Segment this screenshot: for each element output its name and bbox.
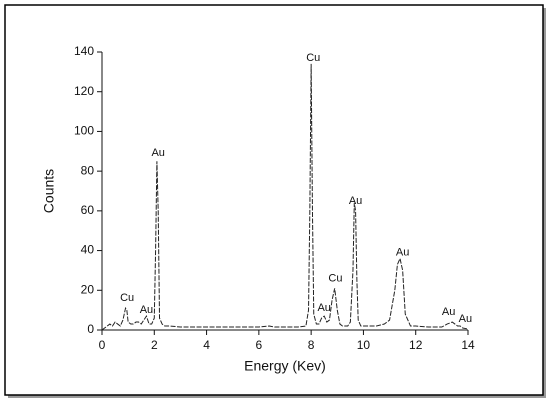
peak-label: Cu <box>306 52 320 64</box>
peak-label: Cu <box>120 292 134 304</box>
peak-label: Au <box>140 304 153 316</box>
y-tick-label: 100 <box>74 124 94 138</box>
y-tick-label: 20 <box>81 282 95 296</box>
x-tick-label: 4 <box>203 338 210 352</box>
peak-label: Au <box>396 246 409 258</box>
x-tick-label: 0 <box>99 338 106 352</box>
y-tick-label: 140 <box>74 44 94 58</box>
x-tick-label: 6 <box>256 338 263 352</box>
peak-label: Au <box>151 147 164 159</box>
x-tick-label: 12 <box>409 338 423 352</box>
y-tick-label: 120 <box>74 84 94 98</box>
x-tick-label: 2 <box>151 338 158 352</box>
peak-label: Cu <box>328 272 342 284</box>
y-tick-label: 40 <box>81 243 95 257</box>
y-tick-label: 60 <box>81 203 95 217</box>
x-tick-label: 14 <box>461 338 475 352</box>
y-tick-label: 80 <box>81 163 95 177</box>
y-axis-title: Counts <box>41 169 57 213</box>
x-tick-label: 10 <box>357 338 371 352</box>
y-tick-label: 0 <box>87 322 94 336</box>
peak-label: Au <box>349 195 362 207</box>
x-axis-title: Energy (Kev) <box>244 358 326 374</box>
peak-label: Au <box>317 302 330 314</box>
x-tick-label: 8 <box>308 338 315 352</box>
peak-label: Au <box>459 313 472 325</box>
spectrum-line <box>101 63 469 331</box>
frame <box>4 4 544 396</box>
peak-label: Au <box>442 306 455 318</box>
